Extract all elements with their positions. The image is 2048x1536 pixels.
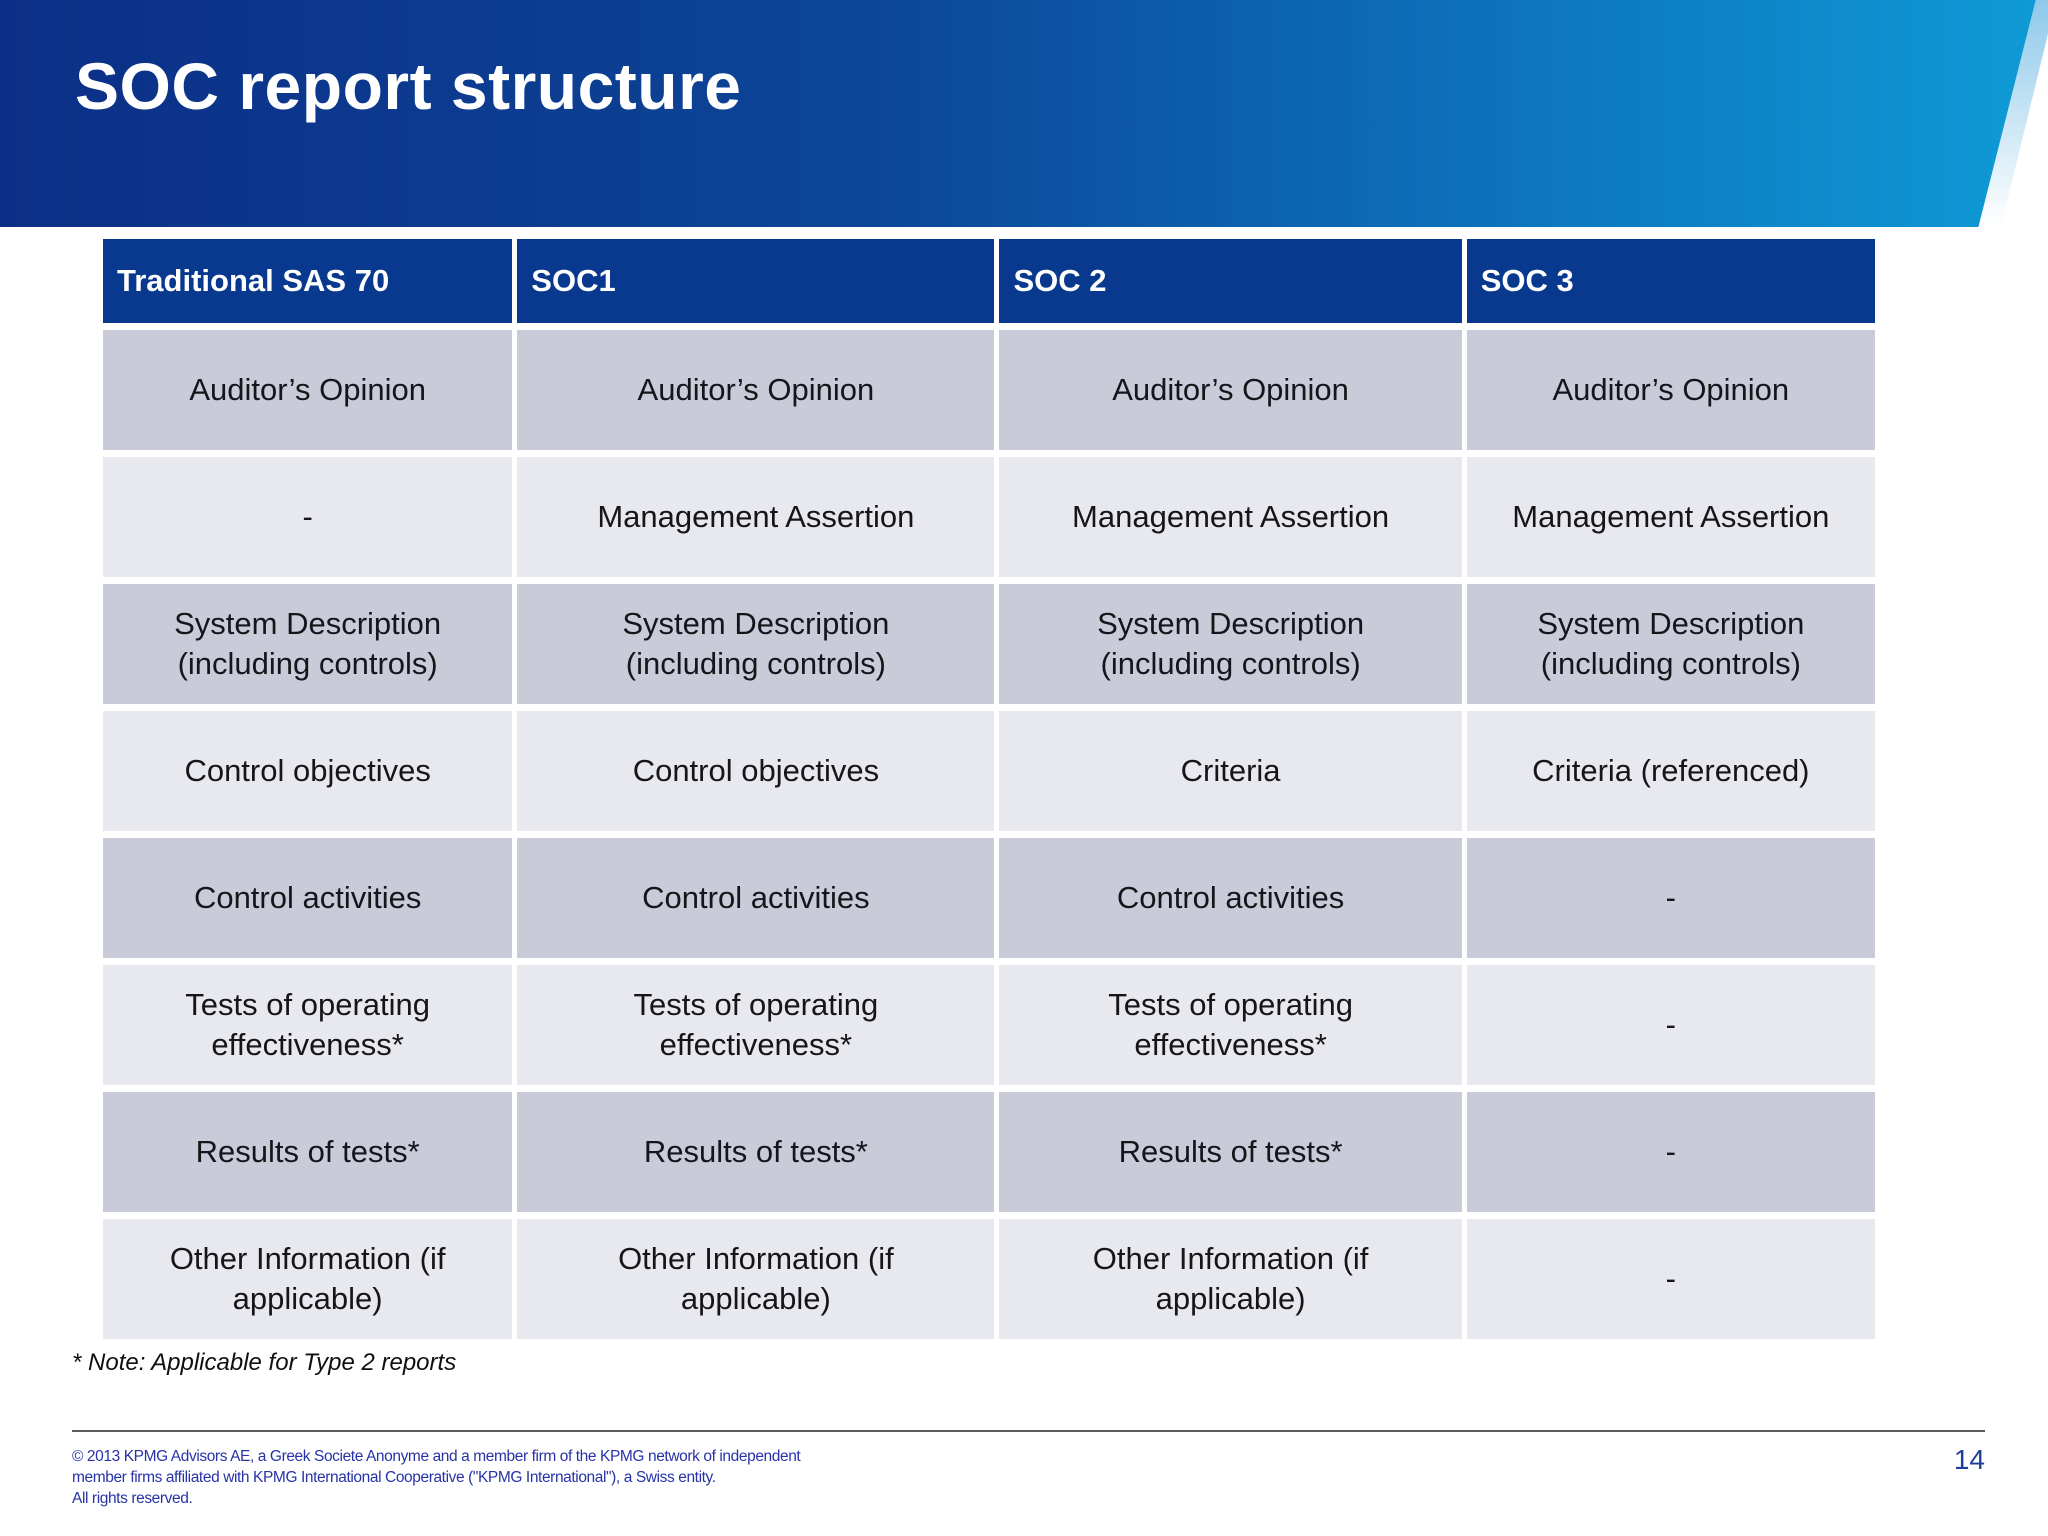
footer-copyright: © 2013 KPMG Advisors AE, a Greek Societe… xyxy=(72,1446,801,1509)
table-cell: Control objectives xyxy=(517,711,995,831)
footer-line: member firms affiliated with KPMG Intern… xyxy=(72,1469,716,1486)
table-cell: Other Information (if applicable) xyxy=(517,1219,995,1339)
page-number: 14 xyxy=(1953,1444,1985,1475)
table-cell: Results of tests* xyxy=(999,1092,1462,1212)
table-cell: Control activities xyxy=(517,838,995,958)
table-cell: Auditor’s Opinion xyxy=(999,330,1462,450)
table-cell: Tests of operating effectiveness* xyxy=(999,965,1462,1085)
table-cell: Auditor’s Opinion xyxy=(1466,330,1875,450)
table-cell: Auditor’s Opinion xyxy=(103,330,513,450)
table-header-cell: SOC 2 xyxy=(999,239,1462,323)
table-cell: Control activities xyxy=(103,838,513,958)
table-cell: Criteria xyxy=(999,711,1462,831)
table-cell: System Description (including controls) xyxy=(103,584,513,704)
table-cell: - xyxy=(1466,1092,1875,1212)
table-cell: - xyxy=(1466,1219,1875,1339)
title-band: SOC report structure xyxy=(0,0,2048,227)
soc-report-table: Traditional SAS 70 SOC1 SOC 2 SOC 3 Auditor’… xyxy=(103,239,1875,1339)
table-cell: - xyxy=(1466,965,1875,1085)
footer-line: All rights reserved. xyxy=(72,1490,193,1507)
footnote: * Note: Applicable for Type 2 reports xyxy=(72,1349,457,1376)
table-cell: Other Information (if applicable) xyxy=(999,1219,1462,1339)
table-cell: Tests of operating effectiveness* xyxy=(517,965,995,1085)
table-cell: Control objectives xyxy=(103,711,513,831)
title-band-gradient xyxy=(0,0,2036,227)
table-cell: Control activities xyxy=(999,838,1462,958)
page-title: SOC report structure xyxy=(75,49,742,123)
table-cell: Management Assertion xyxy=(999,457,1462,577)
table-cell: - xyxy=(103,457,513,577)
table-cell: System Description (including controls) xyxy=(999,584,1462,704)
table-header-cell: SOC 3 xyxy=(1466,239,1875,323)
table-cell: System Description (including controls) xyxy=(517,584,995,704)
table-header-cell: SOC1 xyxy=(517,239,995,323)
table-cell: Management Assertion xyxy=(517,457,995,577)
table-cell: System Description (including controls) xyxy=(1466,584,1875,704)
table-cell: Results of tests* xyxy=(103,1092,513,1212)
table-cell: Management Assertion xyxy=(1466,457,1875,577)
table-header-cell: Traditional SAS 70 xyxy=(103,239,513,323)
footer-divider xyxy=(72,1430,1985,1432)
table-cell: Results of tests* xyxy=(517,1092,995,1212)
table-cell: Auditor’s Opinion xyxy=(517,330,995,450)
table-cell: Other Information (if applicable) xyxy=(103,1219,513,1339)
table-cell: Criteria (referenced) xyxy=(1466,711,1875,831)
footer-line: © 2013 KPMG Advisors AE, a Greek Societe… xyxy=(72,1448,801,1465)
table-cell: Tests of operating effectiveness* xyxy=(103,965,513,1085)
table-cell: - xyxy=(1466,838,1875,958)
